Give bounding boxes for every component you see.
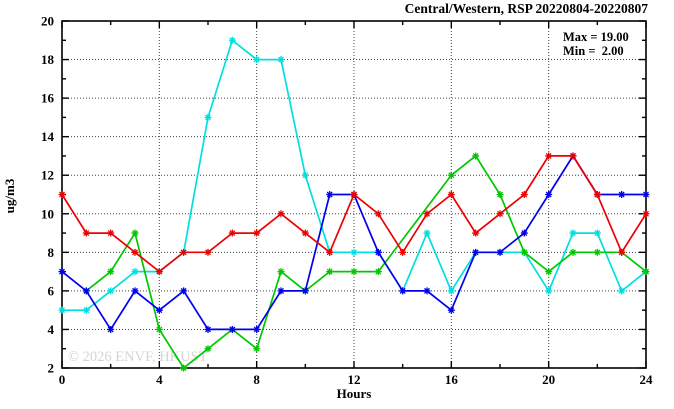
x-tick-label: 0 bbox=[59, 372, 66, 387]
x-tick-label: 16 bbox=[445, 372, 459, 387]
max-annotation: Max = 19.00 bbox=[563, 30, 629, 44]
y-tick-label: 16 bbox=[41, 91, 55, 106]
series-green-line-markers bbox=[82, 152, 650, 372]
series-blue-line bbox=[58, 152, 650, 333]
y-tick-label: 10 bbox=[41, 206, 54, 221]
x-tick-label: 20 bbox=[542, 372, 555, 387]
y-axis-label: ug/m3 bbox=[2, 178, 17, 213]
min-annotation: Min = 2.00 bbox=[563, 44, 624, 58]
y-tick-label: 2 bbox=[48, 361, 55, 376]
series-green-line-path bbox=[85, 154, 647, 370]
y-tick-label: 8 bbox=[48, 245, 55, 260]
y-tick-label: 14 bbox=[41, 129, 55, 144]
series-red-line-markers bbox=[58, 152, 650, 276]
series-green-line bbox=[82, 152, 650, 372]
x-tick-label: 12 bbox=[348, 372, 361, 387]
x-axis-label: Hours bbox=[337, 386, 372, 401]
series-blue-line-markers bbox=[58, 152, 650, 333]
watermark: © 2026 ENVF, HKUST bbox=[68, 349, 208, 365]
y-tick-label: 4 bbox=[48, 322, 55, 337]
series-red-line bbox=[58, 152, 650, 276]
y-tick-label: 12 bbox=[41, 168, 54, 183]
x-tick-label: 24 bbox=[640, 372, 654, 387]
x-tick-label: 4 bbox=[156, 372, 163, 387]
chart-title: Central/Western, RSP 20220804-20220807 bbox=[405, 1, 649, 16]
y-tick-label: 18 bbox=[41, 52, 55, 67]
x-tick-label: 8 bbox=[253, 372, 260, 387]
y-tick-label: 20 bbox=[41, 14, 54, 29]
y-tick-label: 6 bbox=[48, 283, 55, 298]
